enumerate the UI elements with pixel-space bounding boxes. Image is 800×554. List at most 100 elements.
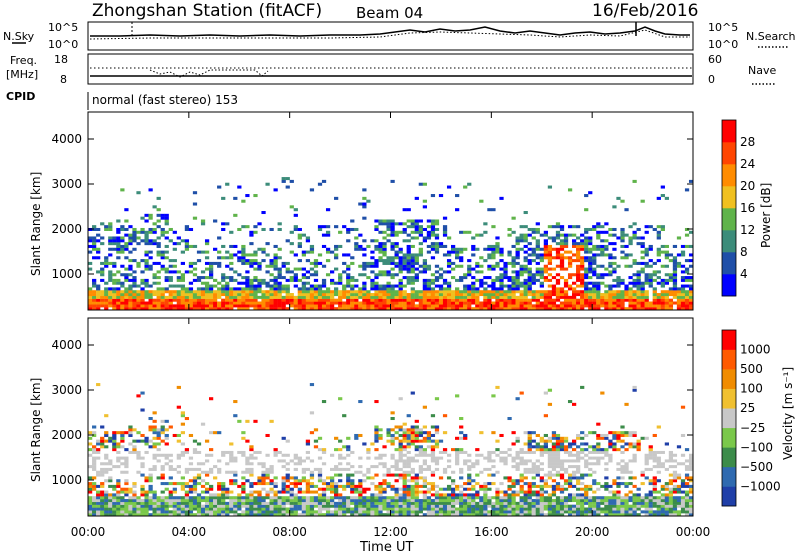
scatter-cell — [285, 185, 290, 189]
scatter-cell — [285, 467, 290, 471]
scatter-cell — [414, 222, 419, 226]
scatter-cell — [402, 499, 407, 503]
scatter-cell — [422, 236, 427, 240]
scatter-cell — [640, 250, 645, 254]
freq-tick-top: 18 — [54, 53, 68, 66]
scatter-cell — [543, 239, 548, 243]
scatter-cell — [632, 222, 637, 226]
scatter-cell — [148, 501, 153, 505]
scatter-cell — [116, 298, 121, 302]
scatter-cell — [664, 278, 669, 282]
scatter-cell — [217, 513, 222, 517]
scatter-cell — [398, 448, 403, 452]
scatter-cell — [644, 453, 649, 457]
scatter-cell — [370, 513, 375, 517]
scatter-cell — [636, 290, 641, 294]
scatter-cell — [221, 256, 226, 260]
scatter-cell — [684, 293, 690, 297]
scatter-cell — [414, 273, 419, 277]
scatter-cell — [128, 242, 133, 246]
scatter-cell — [495, 507, 500, 511]
scatter-cell — [370, 278, 375, 282]
scatter-cell — [366, 467, 371, 471]
scatter-cell — [668, 273, 674, 277]
scatter-cell — [192, 202, 198, 206]
scatter-cell — [551, 304, 557, 308]
scatter-cell — [200, 219, 206, 223]
scatter-cell — [172, 293, 177, 297]
scatter-cell — [394, 459, 399, 463]
scatter-cell — [374, 439, 379, 443]
scatter-cell — [136, 307, 141, 311]
scatter-cell — [688, 301, 694, 305]
scatter-cell — [253, 507, 258, 511]
scatter-cell — [624, 402, 629, 406]
scatter-cell — [434, 295, 440, 299]
scatter-cell — [636, 295, 641, 299]
scatter-cell — [624, 507, 629, 511]
scatter-cell — [301, 287, 306, 291]
scatter-cell — [132, 239, 137, 243]
scatter-cell — [471, 287, 476, 291]
scatter-cell — [555, 445, 561, 449]
scatter-cell — [152, 493, 157, 497]
scatter-cell — [430, 487, 436, 491]
scatter-cell — [273, 484, 278, 488]
scatter-cell — [406, 484, 411, 488]
scatter-cell — [608, 507, 613, 511]
scatter-cell — [515, 276, 520, 280]
scatter-cell — [551, 513, 557, 517]
scatter-cell — [116, 445, 121, 449]
scatter-cell — [100, 425, 105, 429]
scatter-cell — [237, 256, 242, 260]
scatter-cell — [463, 496, 468, 500]
scatter-cell — [523, 431, 528, 435]
scatter-cell — [398, 445, 403, 449]
scatter-cell — [152, 227, 157, 231]
scatter-cell — [273, 261, 278, 265]
scatter-cell — [192, 448, 198, 452]
scatter-cell — [628, 490, 633, 494]
scatter-cell — [406, 276, 411, 280]
scatter-cell — [334, 436, 339, 440]
scatter-cell — [652, 290, 657, 294]
scatter-cell — [128, 442, 133, 446]
scatter-cell — [487, 293, 492, 297]
scatter-cell — [446, 510, 452, 514]
scatter-cell — [136, 191, 141, 195]
scatter-cell — [511, 459, 516, 463]
scatter-cell — [539, 507, 544, 511]
scatter-cell — [156, 242, 161, 246]
scatter-cell — [257, 247, 262, 251]
scatter-cell — [180, 284, 185, 288]
scatter-cell — [241, 276, 246, 280]
scatter-cell — [374, 501, 379, 505]
scatter-cell — [398, 499, 403, 503]
scatter-cell — [467, 259, 472, 263]
scatter-cell — [249, 467, 254, 471]
scatter-cell — [245, 510, 250, 514]
scatter-cell — [608, 233, 613, 237]
scatter-cell — [572, 470, 577, 474]
scatter-cell — [124, 233, 129, 237]
scatter-cell — [128, 264, 133, 268]
scatter-cell — [567, 445, 573, 449]
scatter-cell — [612, 256, 617, 260]
scatter-cell — [116, 496, 121, 500]
scatter-cell — [426, 287, 432, 291]
scatter-cell — [616, 513, 621, 517]
scatter-cell — [624, 264, 629, 268]
scatter-cell — [410, 459, 415, 463]
scatter-cell — [463, 185, 468, 189]
scatter-cell — [406, 496, 411, 500]
scatter-cell — [559, 442, 565, 446]
scatter-cell — [233, 295, 238, 299]
scatter-cell — [132, 513, 137, 517]
scatter-cell — [463, 510, 468, 514]
scatter-cell — [688, 259, 694, 263]
scatter-cell — [233, 301, 238, 305]
scatter-cell — [624, 431, 629, 435]
scatter-cell — [535, 253, 540, 257]
scatter-cell — [293, 298, 298, 302]
scatter-cell — [192, 490, 198, 494]
